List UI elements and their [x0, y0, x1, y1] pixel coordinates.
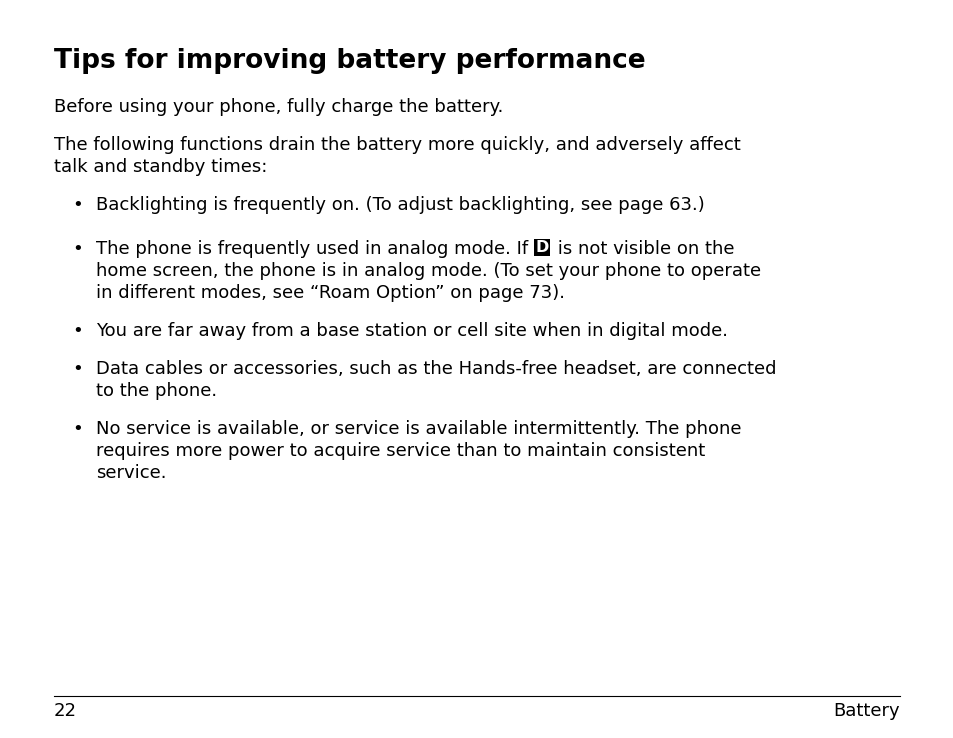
Text: home screen, the phone is in analog mode. (To set your phone to operate: home screen, the phone is in analog mode… [96, 262, 760, 280]
Text: •: • [71, 360, 83, 378]
Text: requires more power to acquire service than to maintain consistent: requires more power to acquire service t… [96, 442, 704, 460]
Text: You are far away from a base station or cell site when in digital mode.: You are far away from a base station or … [96, 322, 727, 340]
Text: to the phone.: to the phone. [96, 382, 217, 400]
Text: The phone is frequently used in analog mode. If: The phone is frequently used in analog m… [96, 240, 534, 258]
Text: in different modes, see “Roam Option” on page 73).: in different modes, see “Roam Option” on… [96, 284, 564, 302]
Text: Battery: Battery [833, 702, 899, 720]
Text: Tips for improving battery performance: Tips for improving battery performance [54, 48, 645, 74]
Text: talk and standby times:: talk and standby times: [54, 158, 267, 176]
Text: The following functions drain the battery more quickly, and adversely affect: The following functions drain the batter… [54, 136, 740, 154]
Text: service.: service. [96, 464, 167, 482]
Text: Backlighting is frequently on. (To adjust backlighting, see page 63.): Backlighting is frequently on. (To adjus… [96, 196, 704, 214]
Text: •: • [71, 240, 83, 258]
Text: •: • [71, 420, 83, 438]
Text: No service is available, or service is available intermittently. The phone: No service is available, or service is a… [96, 420, 740, 438]
Text: •: • [71, 196, 83, 214]
Text: is not visible on the: is not visible on the [551, 240, 734, 258]
Bar [534, 239, 549, 256]
Text: Before using your phone, fully charge the battery.: Before using your phone, fully charge th… [54, 98, 503, 116]
Text: 22: 22 [54, 702, 77, 720]
Text: D: D [535, 240, 548, 255]
Text: •: • [71, 322, 83, 340]
Text: Data cables or accessories, such as the Hands-free headset, are connected: Data cables or accessories, such as the … [96, 360, 776, 378]
